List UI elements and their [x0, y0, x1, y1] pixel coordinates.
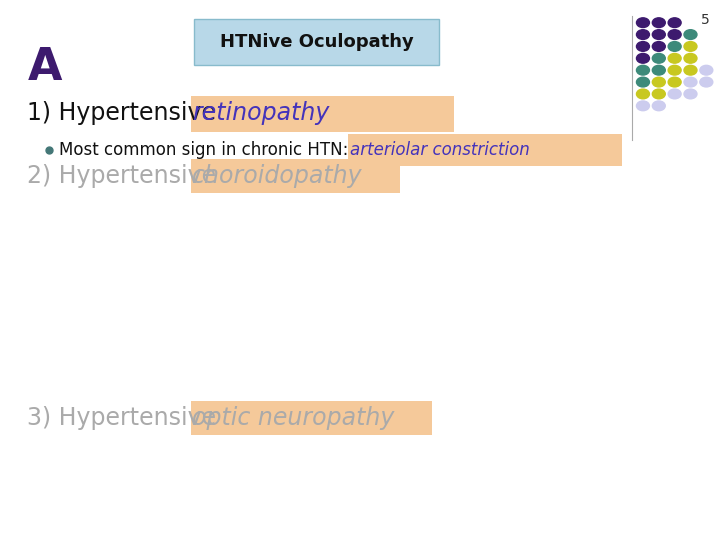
Text: HTNive Oculopathy: HTNive Oculopathy: [220, 33, 414, 51]
Circle shape: [652, 18, 665, 28]
FancyBboxPatch shape: [194, 19, 439, 65]
Circle shape: [684, 65, 697, 75]
FancyBboxPatch shape: [191, 96, 454, 132]
Circle shape: [668, 30, 681, 39]
FancyBboxPatch shape: [191, 159, 400, 193]
Circle shape: [636, 89, 649, 99]
Circle shape: [684, 53, 697, 63]
Text: 2) Hypertensive: 2) Hypertensive: [27, 164, 224, 188]
Circle shape: [636, 65, 649, 75]
Text: 3) Hypertensive: 3) Hypertensive: [27, 406, 224, 430]
Circle shape: [668, 42, 681, 51]
Circle shape: [652, 101, 665, 111]
Circle shape: [636, 77, 649, 87]
Circle shape: [700, 65, 713, 75]
Circle shape: [636, 101, 649, 111]
Circle shape: [636, 53, 649, 63]
Circle shape: [684, 30, 697, 39]
FancyBboxPatch shape: [348, 134, 622, 166]
Circle shape: [668, 77, 681, 87]
Circle shape: [636, 42, 649, 51]
Circle shape: [652, 77, 665, 87]
Circle shape: [684, 42, 697, 51]
Circle shape: [700, 77, 713, 87]
Circle shape: [652, 65, 665, 75]
Circle shape: [652, 89, 665, 99]
Circle shape: [668, 89, 681, 99]
Text: Most common sign in chronic HTN:: Most common sign in chronic HTN:: [59, 141, 354, 159]
Text: 5: 5: [701, 14, 709, 28]
Circle shape: [668, 53, 681, 63]
Circle shape: [684, 89, 697, 99]
Text: arteriolar constriction: arteriolar constriction: [350, 141, 530, 159]
Circle shape: [652, 30, 665, 39]
FancyBboxPatch shape: [191, 401, 432, 435]
Circle shape: [668, 18, 681, 28]
Circle shape: [652, 53, 665, 63]
Text: retinopathy: retinopathy: [192, 102, 330, 125]
Text: 1) Hypertensive: 1) Hypertensive: [27, 102, 224, 125]
Text: choroidopathy: choroidopathy: [192, 164, 363, 188]
Circle shape: [668, 65, 681, 75]
Circle shape: [684, 77, 697, 87]
Text: optic neuropathy: optic neuropathy: [192, 406, 395, 430]
Text: A: A: [27, 46, 62, 89]
Circle shape: [652, 42, 665, 51]
Circle shape: [636, 18, 649, 28]
Circle shape: [636, 30, 649, 39]
